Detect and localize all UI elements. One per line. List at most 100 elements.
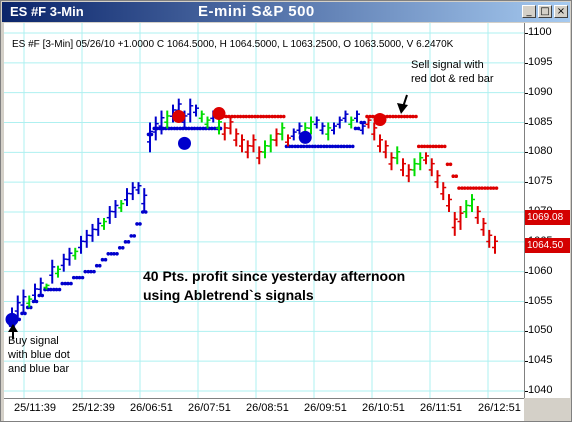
y-tick-label: 1090 — [528, 85, 553, 98]
trend-dot — [89, 269, 93, 274]
trend-dot — [405, 114, 410, 119]
grid — [4, 23, 524, 398]
y-tick-label: 1060 — [528, 264, 553, 277]
trend-dot — [273, 114, 277, 119]
trend-dot — [253, 114, 257, 119]
trend-dot — [232, 114, 237, 119]
y-tick-mark — [525, 271, 528, 273]
trend-dot — [399, 114, 404, 119]
price-label-box: 1064.50 — [525, 237, 570, 253]
trend-dot — [255, 114, 260, 119]
trend-dot — [310, 144, 315, 149]
trend-dot — [301, 144, 306, 149]
trend-dot — [238, 114, 243, 119]
trend-dot — [123, 240, 128, 244]
trend-dot — [448, 162, 453, 167]
trend-dot — [94, 263, 99, 268]
trend-dot — [313, 144, 318, 149]
trend-dot — [198, 126, 203, 131]
trend-dot — [465, 186, 470, 190]
trend-dot — [414, 114, 418, 119]
trend-dot — [120, 246, 125, 250]
trend-dot — [276, 114, 280, 119]
trend-dot — [83, 269, 88, 274]
trend-dot — [345, 144, 349, 149]
y-tick-mark — [525, 33, 528, 34]
sell-signal-dot — [373, 113, 387, 127]
trend-dot — [330, 144, 335, 149]
minimize-button[interactable]: _ — [522, 5, 536, 18]
trend-dot — [350, 144, 355, 149]
trend-dot — [391, 114, 395, 119]
sell-signal-label: Sell signal with red dot & red bar — [411, 58, 494, 86]
y-tick-mark — [525, 92, 528, 94]
sell-signal-dot — [212, 107, 226, 121]
trend-dot — [488, 186, 493, 190]
y-tick-label: 1095 — [528, 55, 553, 68]
maximize-button[interactable]: □ — [538, 5, 552, 18]
chart-canvas — [4, 23, 524, 398]
trend-dot — [54, 287, 59, 292]
trend-dot — [319, 144, 323, 149]
trend-dot — [189, 126, 194, 131]
x-tick-label: 25/12:39 — [72, 402, 115, 414]
trend-dot — [129, 234, 134, 238]
trend-dot — [356, 126, 361, 131]
trend-dot — [425, 144, 430, 149]
trend-dot — [439, 144, 444, 149]
trend-dot — [471, 186, 476, 190]
trend-dot — [212, 126, 217, 131]
trend-dot — [71, 275, 76, 280]
price-label-box: 1069.08 — [525, 210, 570, 226]
trend-dot — [445, 162, 450, 167]
bar-info-line: ES #F [3-Min] 05/26/10 +1.0000 C 1064.50… — [12, 39, 454, 50]
trend-dot — [97, 263, 102, 268]
trend-dot — [138, 222, 142, 226]
time-axis[interactable]: 25/11:39 25/12:39 26/06:51 26/07:51 26/08:51… — [4, 398, 524, 421]
trend-dot — [324, 144, 329, 149]
trend-dot — [393, 114, 398, 119]
trend-dot — [396, 114, 401, 119]
x-tick-label: 26/06:51 — [130, 402, 173, 414]
y-tick-mark — [525, 331, 528, 333]
trend-dot — [112, 251, 116, 256]
trend-dot — [106, 251, 111, 256]
trend-dot — [281, 114, 286, 119]
title-bar[interactable]: ES #F 3-Min E-mini S&P 500 _ □ × — [2, 2, 570, 22]
trend-dot — [428, 144, 433, 149]
trend-dot — [57, 287, 62, 292]
trend-dot — [201, 126, 206, 131]
trend-dot — [293, 144, 298, 149]
x-tick-label: 26/12:51 — [478, 402, 521, 414]
trend-dot — [299, 144, 303, 149]
y-tick-mark — [525, 62, 528, 64]
trend-dot — [224, 114, 229, 119]
x-tick-label: 26/07:51 — [188, 402, 231, 414]
trend-dot — [270, 114, 275, 119]
x-tick-label: 26/08:51 — [246, 402, 289, 414]
trend-dot — [178, 126, 183, 131]
y-tick-label: 1100 — [528, 26, 552, 38]
buy-signal-label: Buy signal with blue dot and blue bar — [8, 334, 70, 376]
trend-dot — [117, 246, 122, 250]
close-button[interactable]: × — [554, 5, 568, 18]
y-tick-label: 1075 — [528, 175, 553, 188]
price-axis[interactable]: 1040104510501055106010651070107510801085… — [524, 23, 570, 398]
profit-caption: 40 Pts. profit since yesterday afternoon… — [143, 267, 405, 305]
trend-dot — [175, 126, 180, 131]
y-tick-label: 1045 — [528, 354, 553, 367]
trend-dot — [451, 174, 456, 178]
trend-dot — [327, 144, 332, 149]
y-tick-mark — [525, 122, 528, 124]
trend-dot — [460, 186, 464, 190]
trend-dot — [336, 144, 341, 149]
trend-dot — [100, 257, 105, 262]
trend-dot — [494, 186, 499, 190]
trend-dot — [457, 186, 461, 190]
y-tick-label: 1085 — [528, 115, 553, 128]
trend-dot — [408, 114, 413, 119]
trend-dot — [69, 281, 73, 286]
price-chart[interactable]: ES #F [3-Min] 05/26/10 +1.0000 C 1064.50… — [4, 23, 524, 398]
trend-dot — [195, 126, 200, 131]
y-tick-mark — [525, 361, 528, 363]
